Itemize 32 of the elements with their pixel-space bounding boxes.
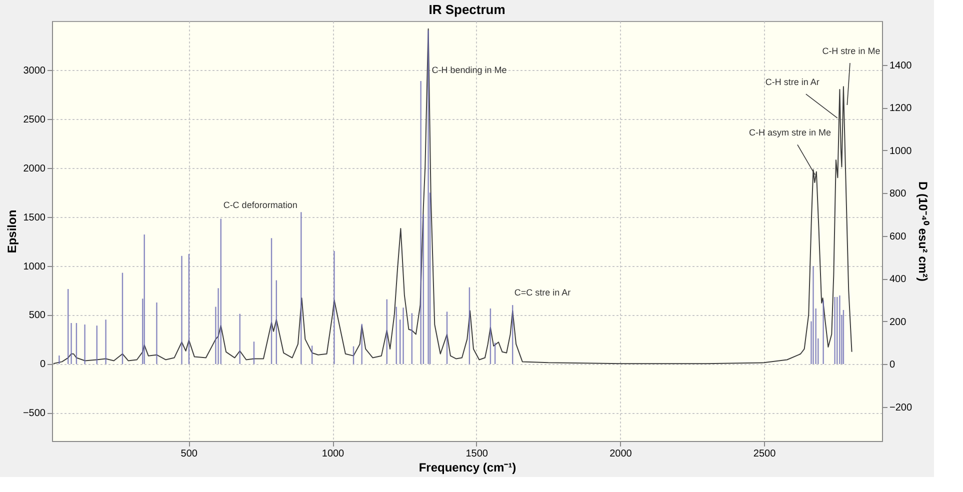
annotation: C-H bending in Me xyxy=(432,64,507,75)
x-tick-label: 2000 xyxy=(610,448,632,460)
chart-title: IR Spectrum xyxy=(428,2,506,17)
y-tick-label: 3000 xyxy=(23,65,46,76)
annotation: C-H stre in Me xyxy=(822,46,880,56)
y2-tick-label: 1400 xyxy=(890,60,912,72)
y-tick-label: 2000 xyxy=(23,163,46,174)
x-tick-label: 1000 xyxy=(322,448,345,460)
y2-tick-label: 1000 xyxy=(890,146,912,157)
x-tick-label: 500 xyxy=(180,448,198,460)
y2-axis-title: D (10⁻⁴⁰ esu² cm²) xyxy=(916,182,930,282)
annotation: C=C stre in Ar xyxy=(514,288,571,298)
y2-tick-label: 200 xyxy=(890,316,907,328)
y-tick-label: 0 xyxy=(40,359,46,370)
y-tick-label: 2500 xyxy=(23,114,46,126)
y-tick-label: 1000 xyxy=(23,261,46,272)
y2-tick-label: −200 xyxy=(890,402,912,414)
y2-tick-label: 0 xyxy=(890,360,896,371)
y2-tick-label: 600 xyxy=(890,231,907,242)
annotation: C-H stre in Ar xyxy=(765,77,820,88)
x-tick-label: 2500 xyxy=(753,448,776,460)
y2-tick-label: 400 xyxy=(890,274,907,286)
y-axis-title: Epsilon xyxy=(4,210,19,254)
y-tick-label: −500 xyxy=(22,408,46,420)
x-tick-label: 1500 xyxy=(466,448,488,460)
y2-tick-label: 1200 xyxy=(890,103,912,114)
annotation: C-H asym stre in Me xyxy=(748,128,831,138)
annotation: C-C deforormation xyxy=(223,200,298,210)
y2-tick-label: 800 xyxy=(890,188,907,200)
y-tick-label: 500 xyxy=(28,310,46,322)
x-axis-title: Frequency (cm⁻¹) xyxy=(418,460,516,474)
y-tick-label: 1500 xyxy=(23,212,46,224)
